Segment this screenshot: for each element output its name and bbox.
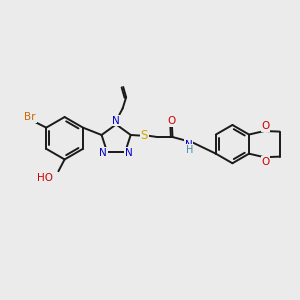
- Text: N: N: [185, 140, 193, 150]
- Text: S: S: [141, 129, 148, 142]
- Text: O: O: [261, 157, 270, 167]
- Text: N: N: [112, 116, 120, 126]
- Text: N: N: [125, 148, 133, 158]
- Text: H: H: [186, 145, 193, 155]
- Text: N: N: [99, 148, 107, 158]
- Text: O: O: [261, 121, 270, 131]
- Text: O: O: [168, 116, 176, 126]
- Text: Br: Br: [24, 112, 36, 122]
- Text: HO: HO: [37, 173, 53, 183]
